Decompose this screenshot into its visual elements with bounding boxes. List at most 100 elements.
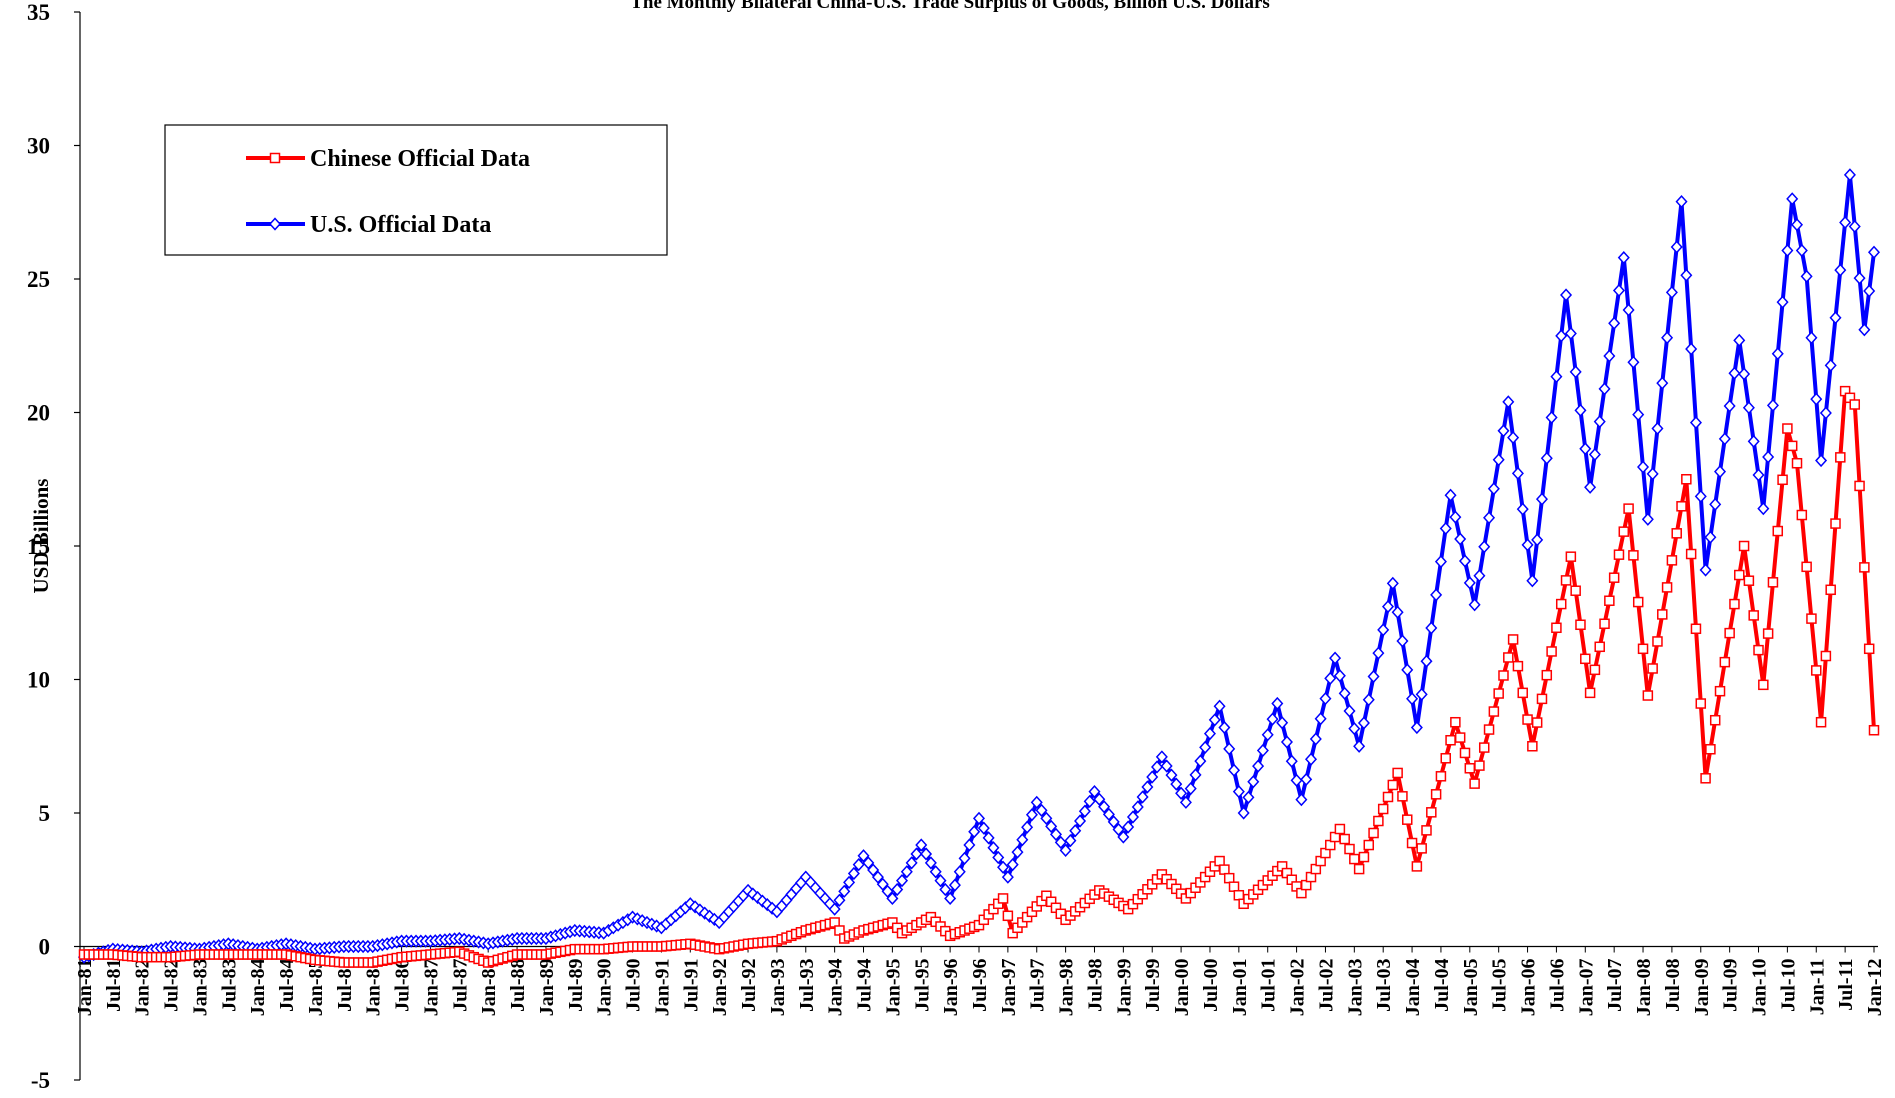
data-point-chinese-official-data (1666, 555, 1678, 566)
x-tick-label: Jan-91 (651, 959, 673, 1017)
data-point-u-s-official-data (1810, 392, 1823, 406)
data-point-chinese-official-data (1719, 656, 1731, 668)
data-point-chinese-official-data (1786, 440, 1798, 452)
data-point-u-s-official-data (958, 851, 971, 866)
data-point-chinese-official-data (1474, 760, 1485, 771)
x-tick-label: Jul-82 (161, 959, 183, 1012)
data-point-chinese-official-data (1637, 643, 1649, 655)
data-point-u-s-official-data (1675, 194, 1688, 209)
x-tick-label: Jan-10 (1749, 959, 1771, 1017)
data-point-chinese-official-data (1512, 660, 1524, 672)
data-point-chinese-official-data (1801, 561, 1812, 573)
data-point-chinese-official-data (1772, 525, 1784, 537)
x-tick-label: Jan-02 (1287, 959, 1309, 1017)
data-point-u-s-official-data (1646, 467, 1659, 481)
data-point-u-s-official-data (1805, 331, 1818, 345)
data-point-u-s-official-data (838, 884, 851, 898)
series-chinese-official-data (78, 385, 1880, 968)
data-point-u-s-official-data (1189, 768, 1202, 782)
series-line-u-s-official-data (83, 172, 1876, 960)
data-point-chinese-official-data (1373, 815, 1384, 827)
data-point-chinese-official-data (1681, 474, 1692, 485)
data-point-u-s-official-data (1723, 399, 1736, 413)
data-point-u-s-official-data (1714, 465, 1727, 479)
data-point-u-s-official-data (944, 891, 957, 906)
data-point-u-s-official-data (862, 856, 875, 870)
data-point-u-s-official-data (1815, 453, 1828, 468)
data-point-u-s-official-data (1083, 794, 1096, 809)
data-point-u-s-official-data (1175, 786, 1188, 800)
x-tick-label: Jul-90 (623, 959, 645, 1012)
data-point-u-s-official-data (1699, 563, 1712, 577)
data-point-u-s-official-data (1545, 410, 1558, 425)
x-tick-label: Jan-93 (767, 959, 789, 1017)
x-tick-label: Jan-89 (536, 959, 558, 1017)
data-point-u-s-official-data (1170, 777, 1183, 791)
x-tick-label: Jul-94 (854, 959, 876, 1012)
data-point-u-s-official-data (997, 860, 1010, 874)
data-point-chinese-official-data (1430, 789, 1442, 800)
data-point-u-s-official-data (1025, 808, 1038, 822)
data-point-u-s-official-data (1410, 720, 1423, 735)
data-point-chinese-official-data (1363, 839, 1375, 851)
data-point-chinese-official-data (1402, 814, 1413, 825)
data-point-chinese-official-data (1580, 653, 1591, 665)
data-point-u-s-official-data (1136, 790, 1149, 804)
data-point-u-s-official-data (1074, 814, 1087, 828)
data-point-u-s-official-data (992, 850, 1005, 865)
data-point-u-s-official-data (1035, 803, 1048, 817)
data-point-u-s-official-data (1574, 403, 1587, 417)
data-point-u-s-official-data (1098, 800, 1111, 814)
y-tick-label: 30 (27, 134, 50, 159)
x-tick-label: Jul-84 (276, 959, 298, 1012)
x-tick-label: Jan-00 (1171, 959, 1193, 1017)
x-tick-label: Jul-11 (1835, 959, 1857, 1011)
data-point-chinese-official-data (1426, 807, 1437, 818)
x-tick-label: Jan-83 (189, 959, 211, 1017)
x-tick-label: Jan-81 (74, 959, 96, 1017)
x-tick-label: Jan-94 (825, 959, 847, 1017)
data-point-u-s-official-data (1560, 288, 1573, 302)
legend-box (164, 124, 668, 256)
data-point-u-s-official-data (920, 847, 933, 861)
data-point-u-s-official-data (895, 874, 909, 888)
x-tick-label: Jan-99 (1113, 959, 1135, 1017)
data-point-u-s-official-data (1314, 712, 1327, 726)
data-point-chinese-official-data (1435, 771, 1447, 782)
data-point-u-s-official-data (1819, 406, 1832, 420)
data-point-u-s-official-data (1179, 795, 1192, 809)
data-point-u-s-official-data (1555, 329, 1568, 343)
x-tick-label: Jan-90 (594, 959, 616, 1017)
data-point-chinese-official-data (1551, 622, 1562, 634)
data-point-chinese-official-data (1652, 636, 1663, 647)
data-point-u-s-official-data (900, 865, 913, 879)
data-point-chinese-official-data (1560, 575, 1572, 586)
data-point-u-s-official-data (1329, 651, 1342, 665)
data-point-u-s-official-data (1834, 263, 1847, 277)
data-point-u-s-official-data (1588, 447, 1601, 462)
data-point-u-s-official-data (1362, 693, 1375, 707)
data-point-u-s-official-data (1781, 243, 1794, 258)
data-point-chinese-official-data (1835, 452, 1846, 463)
data-point-chinese-official-data (1219, 864, 1230, 875)
data-point-chinese-official-data (1488, 706, 1500, 717)
data-point-u-s-official-data (1357, 716, 1370, 730)
data-point-chinese-official-data (1349, 853, 1360, 865)
y-tick-label: 10 (27, 668, 50, 693)
data-point-chinese-official-data (1604, 595, 1615, 606)
x-tick-label: Jul-10 (1777, 959, 1799, 1012)
data-point-u-s-official-data (1386, 576, 1399, 590)
data-point-u-s-official-data (1040, 811, 1053, 825)
data-point-u-s-official-data (963, 838, 976, 852)
data-point-chinese-official-data (1584, 687, 1596, 699)
data-point-u-s-official-data (1579, 442, 1592, 456)
data-point-chinese-official-data (1868, 724, 1880, 736)
data-point-chinese-official-data (1748, 610, 1759, 621)
x-tick-label: Jul-86 (392, 959, 414, 1012)
y-tick-label: 35 (27, 0, 50, 25)
data-point-u-s-official-data (1126, 810, 1139, 824)
x-tick-label: Jan-05 (1460, 959, 1482, 1017)
x-tick-label: Jul-88 (507, 959, 529, 1012)
y-tick-label: 0 (39, 935, 51, 960)
